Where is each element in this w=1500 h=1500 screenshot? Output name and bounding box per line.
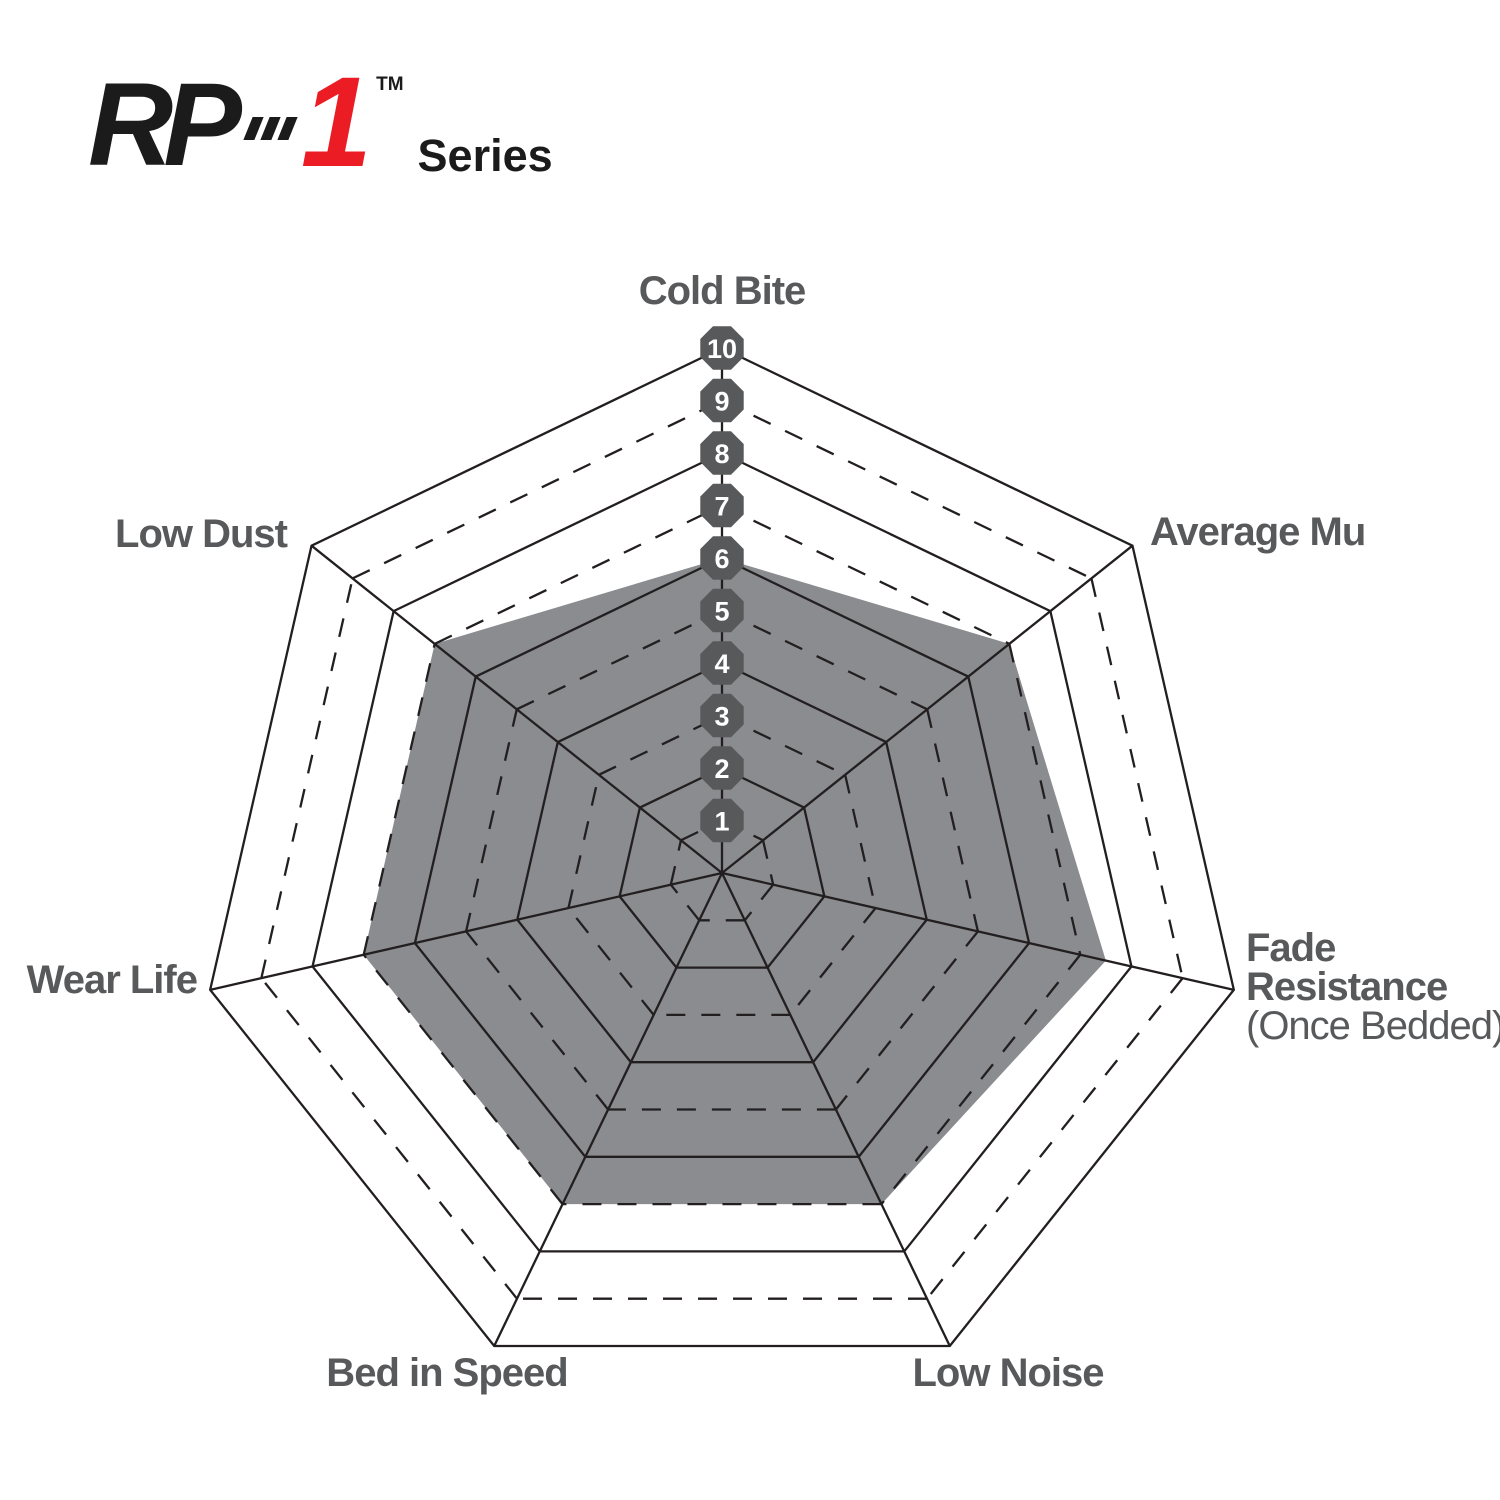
axis-label-wear-life: Wear Life bbox=[26, 958, 198, 1002]
grid-ring-solid bbox=[311, 451, 1133, 1253]
grid-ring-dashed bbox=[761, 840, 775, 885]
grid-ring-solid bbox=[618, 766, 826, 969]
logo-trademark: TM bbox=[376, 74, 404, 95]
grid-ring-dashed bbox=[434, 504, 723, 645]
scale-tick-number: 10 bbox=[707, 334, 737, 364]
scale-tick-badge bbox=[700, 536, 744, 580]
radar-data-polygon bbox=[363, 558, 1106, 1205]
axis-label-low-dust: Low Dust bbox=[115, 512, 288, 556]
scale-tick-badge bbox=[700, 378, 744, 423]
grid-ring-dashed bbox=[567, 774, 600, 909]
grid-ring-solid bbox=[208, 346, 1236, 1348]
scale-tick-badge bbox=[700, 588, 744, 633]
scale-tick-number: 6 bbox=[714, 544, 729, 574]
grid-ring-dashed bbox=[465, 930, 610, 1111]
grid-ring-dashed bbox=[721, 714, 846, 776]
scale-tick-number: 2 bbox=[714, 754, 729, 784]
scale-tick-number: 9 bbox=[714, 387, 729, 417]
axis-spoke bbox=[310, 544, 723, 874]
scale-tick-badge bbox=[700, 483, 744, 528]
logo-number: 1 bbox=[300, 51, 373, 195]
grid-ring-dashed bbox=[743, 883, 775, 922]
grid-ring-dashed bbox=[721, 504, 1010, 645]
grid-ring-dashed bbox=[834, 930, 979, 1111]
grid-ring-dashed bbox=[844, 774, 877, 909]
fade-label-line2: Resistance bbox=[1246, 965, 1448, 1009]
grid-ring-dashed bbox=[362, 643, 436, 956]
grid-ring-dashed bbox=[669, 883, 701, 922]
grid-ring-dashed bbox=[516, 609, 723, 711]
grid-ring-dashed bbox=[789, 907, 877, 1016]
scale-tick-number: 1 bbox=[714, 807, 729, 837]
grid-ring-dashed bbox=[926, 709, 980, 932]
scale-tick-number: 5 bbox=[714, 597, 729, 627]
grid-ring-dashed bbox=[721, 609, 928, 711]
axis-spoke bbox=[720, 872, 951, 1347]
axis-spoke bbox=[721, 544, 1134, 874]
axis-label-bed-in-speed: Bed in Speed bbox=[326, 1351, 568, 1395]
scale-tick-number: 8 bbox=[714, 439, 729, 469]
logo-rp-text: RP bbox=[88, 59, 242, 192]
scale-tick-badge bbox=[700, 746, 744, 790]
grid-ring-dashed bbox=[669, 840, 683, 885]
grid-ring-solid bbox=[413, 556, 1031, 1158]
grid-ring-dashed bbox=[1090, 578, 1184, 979]
scale-tick-badge bbox=[700, 326, 744, 370]
grid-ring-dashed bbox=[880, 954, 1082, 1205]
scale-tick-number: 4 bbox=[714, 649, 729, 679]
logo-series-label: Series bbox=[417, 130, 553, 181]
grid-ring-dashed bbox=[464, 709, 518, 932]
grid-ring-dashed bbox=[567, 907, 655, 1016]
axis-spoke bbox=[493, 872, 724, 1347]
grid-ring-dashed bbox=[721, 399, 1092, 580]
grid-ring-dashed bbox=[352, 399, 723, 580]
axis-spoke bbox=[209, 871, 723, 991]
grid-ring-dashed bbox=[1008, 643, 1082, 956]
grid-ring-solid bbox=[516, 661, 928, 1064]
scale-tick-number: 3 bbox=[714, 702, 729, 732]
scale-tick-badge bbox=[700, 693, 744, 738]
axis-label-cold-bite: Cold Bite bbox=[638, 269, 807, 313]
axis-spoke bbox=[721, 871, 1235, 991]
scale-tick-badge bbox=[700, 431, 744, 475]
fade-label-line3: (Once Bedded) bbox=[1246, 1004, 1500, 1048]
axis-label-low-noise: Low Noise bbox=[912, 1351, 1104, 1395]
scale-tick-number: 7 bbox=[714, 492, 729, 522]
axis-label-fade-resistance: Fade Resistance (Once Bedded) bbox=[1246, 926, 1500, 1048]
rp1-logo: RP 1 TM Series bbox=[88, 51, 553, 195]
grid-ring-dashed bbox=[362, 954, 564, 1205]
fade-label-line1: Fade bbox=[1246, 926, 1336, 970]
scale-tick-badge bbox=[700, 641, 744, 685]
scale-tick-badge bbox=[700, 798, 744, 843]
axis-label-average-mu: Average Mu bbox=[1150, 510, 1366, 554]
grid-ring-dashed bbox=[260, 578, 354, 979]
